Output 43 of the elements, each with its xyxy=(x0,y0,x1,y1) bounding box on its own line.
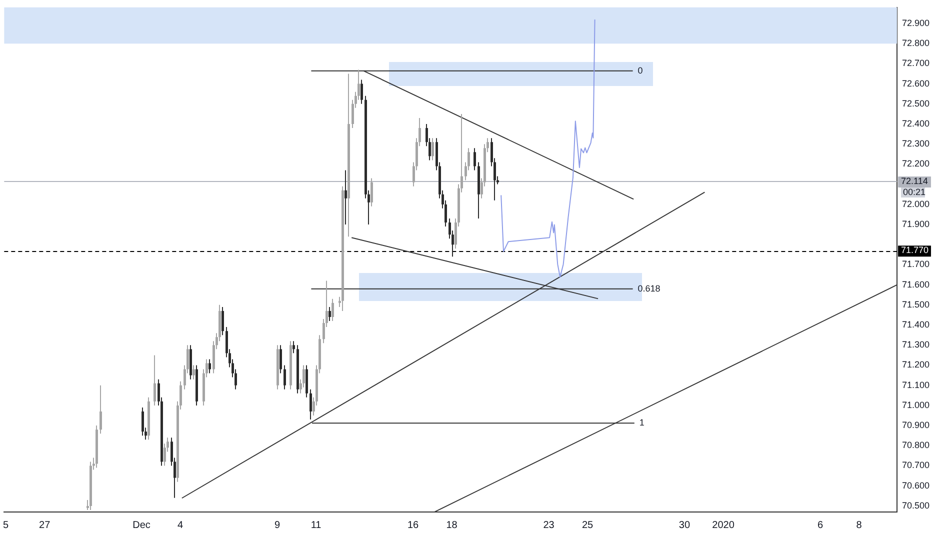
x-tick-label: 18 xyxy=(446,520,458,531)
y-tick-label: 72.300 xyxy=(902,138,930,149)
annotation: 0.618 xyxy=(638,283,660,294)
text: 00:21 xyxy=(903,186,926,197)
y-tick-label: 70.900 xyxy=(902,420,930,430)
annotation: 0 xyxy=(638,65,643,76)
y-tick-label: 72.000 xyxy=(902,198,930,209)
y-tick-label: 72.400 xyxy=(902,118,930,128)
y-tick-label: 72.600 xyxy=(902,78,930,88)
x-tick-label: Dec xyxy=(132,520,150,531)
x-tick-label: 23 xyxy=(543,520,555,531)
y-tick-label: 71.900 xyxy=(902,219,930,230)
y-tick-label: 71.400 xyxy=(902,320,930,330)
x-tick-label: 27 xyxy=(39,520,51,531)
x-tick-label: 11 xyxy=(310,520,322,531)
x-tick-label: 25 xyxy=(582,520,594,531)
y-tick-label: 70.500 xyxy=(902,500,930,510)
y-tick-label: 72.800 xyxy=(902,38,930,48)
y-tick-label: 72.700 xyxy=(902,58,930,68)
y-tick-label: 70.600 xyxy=(902,480,930,490)
x-tick-label: 16 xyxy=(407,520,420,531)
y-tick-label: 71.600 xyxy=(902,279,930,290)
ref-line-label: 72.114 xyxy=(901,176,928,186)
ref-line-label: 71.770 xyxy=(901,245,929,256)
y-tick-label: 71.300 xyxy=(902,340,930,350)
y-tick-label: 71.100 xyxy=(902,380,930,390)
y-tick-label: 71.500 xyxy=(902,299,930,310)
x-tick-label: 30 xyxy=(678,520,690,531)
x-tick-label: 2020 xyxy=(712,520,735,531)
annotation: 1 xyxy=(639,418,644,428)
y-tick-label: 71.700 xyxy=(902,259,930,270)
y-tick-label: 71.200 xyxy=(902,360,930,370)
y-tick-label: 72.900 xyxy=(902,18,930,28)
x-tick-label: 5 xyxy=(3,520,9,531)
y-tick-label: 71.000 xyxy=(902,400,930,410)
x-tick-label: 8 xyxy=(856,520,862,531)
y-tick-label: 70.800 xyxy=(902,440,930,450)
y-tick-label: 70.700 xyxy=(902,460,930,470)
y-tick-label: 72.500 xyxy=(902,98,930,108)
x-tick-label: 4 xyxy=(178,520,184,531)
x-tick-label: 6 xyxy=(817,520,824,531)
x-tick-label: 9 xyxy=(274,520,280,531)
y-tick-label: 72.200 xyxy=(902,158,930,169)
